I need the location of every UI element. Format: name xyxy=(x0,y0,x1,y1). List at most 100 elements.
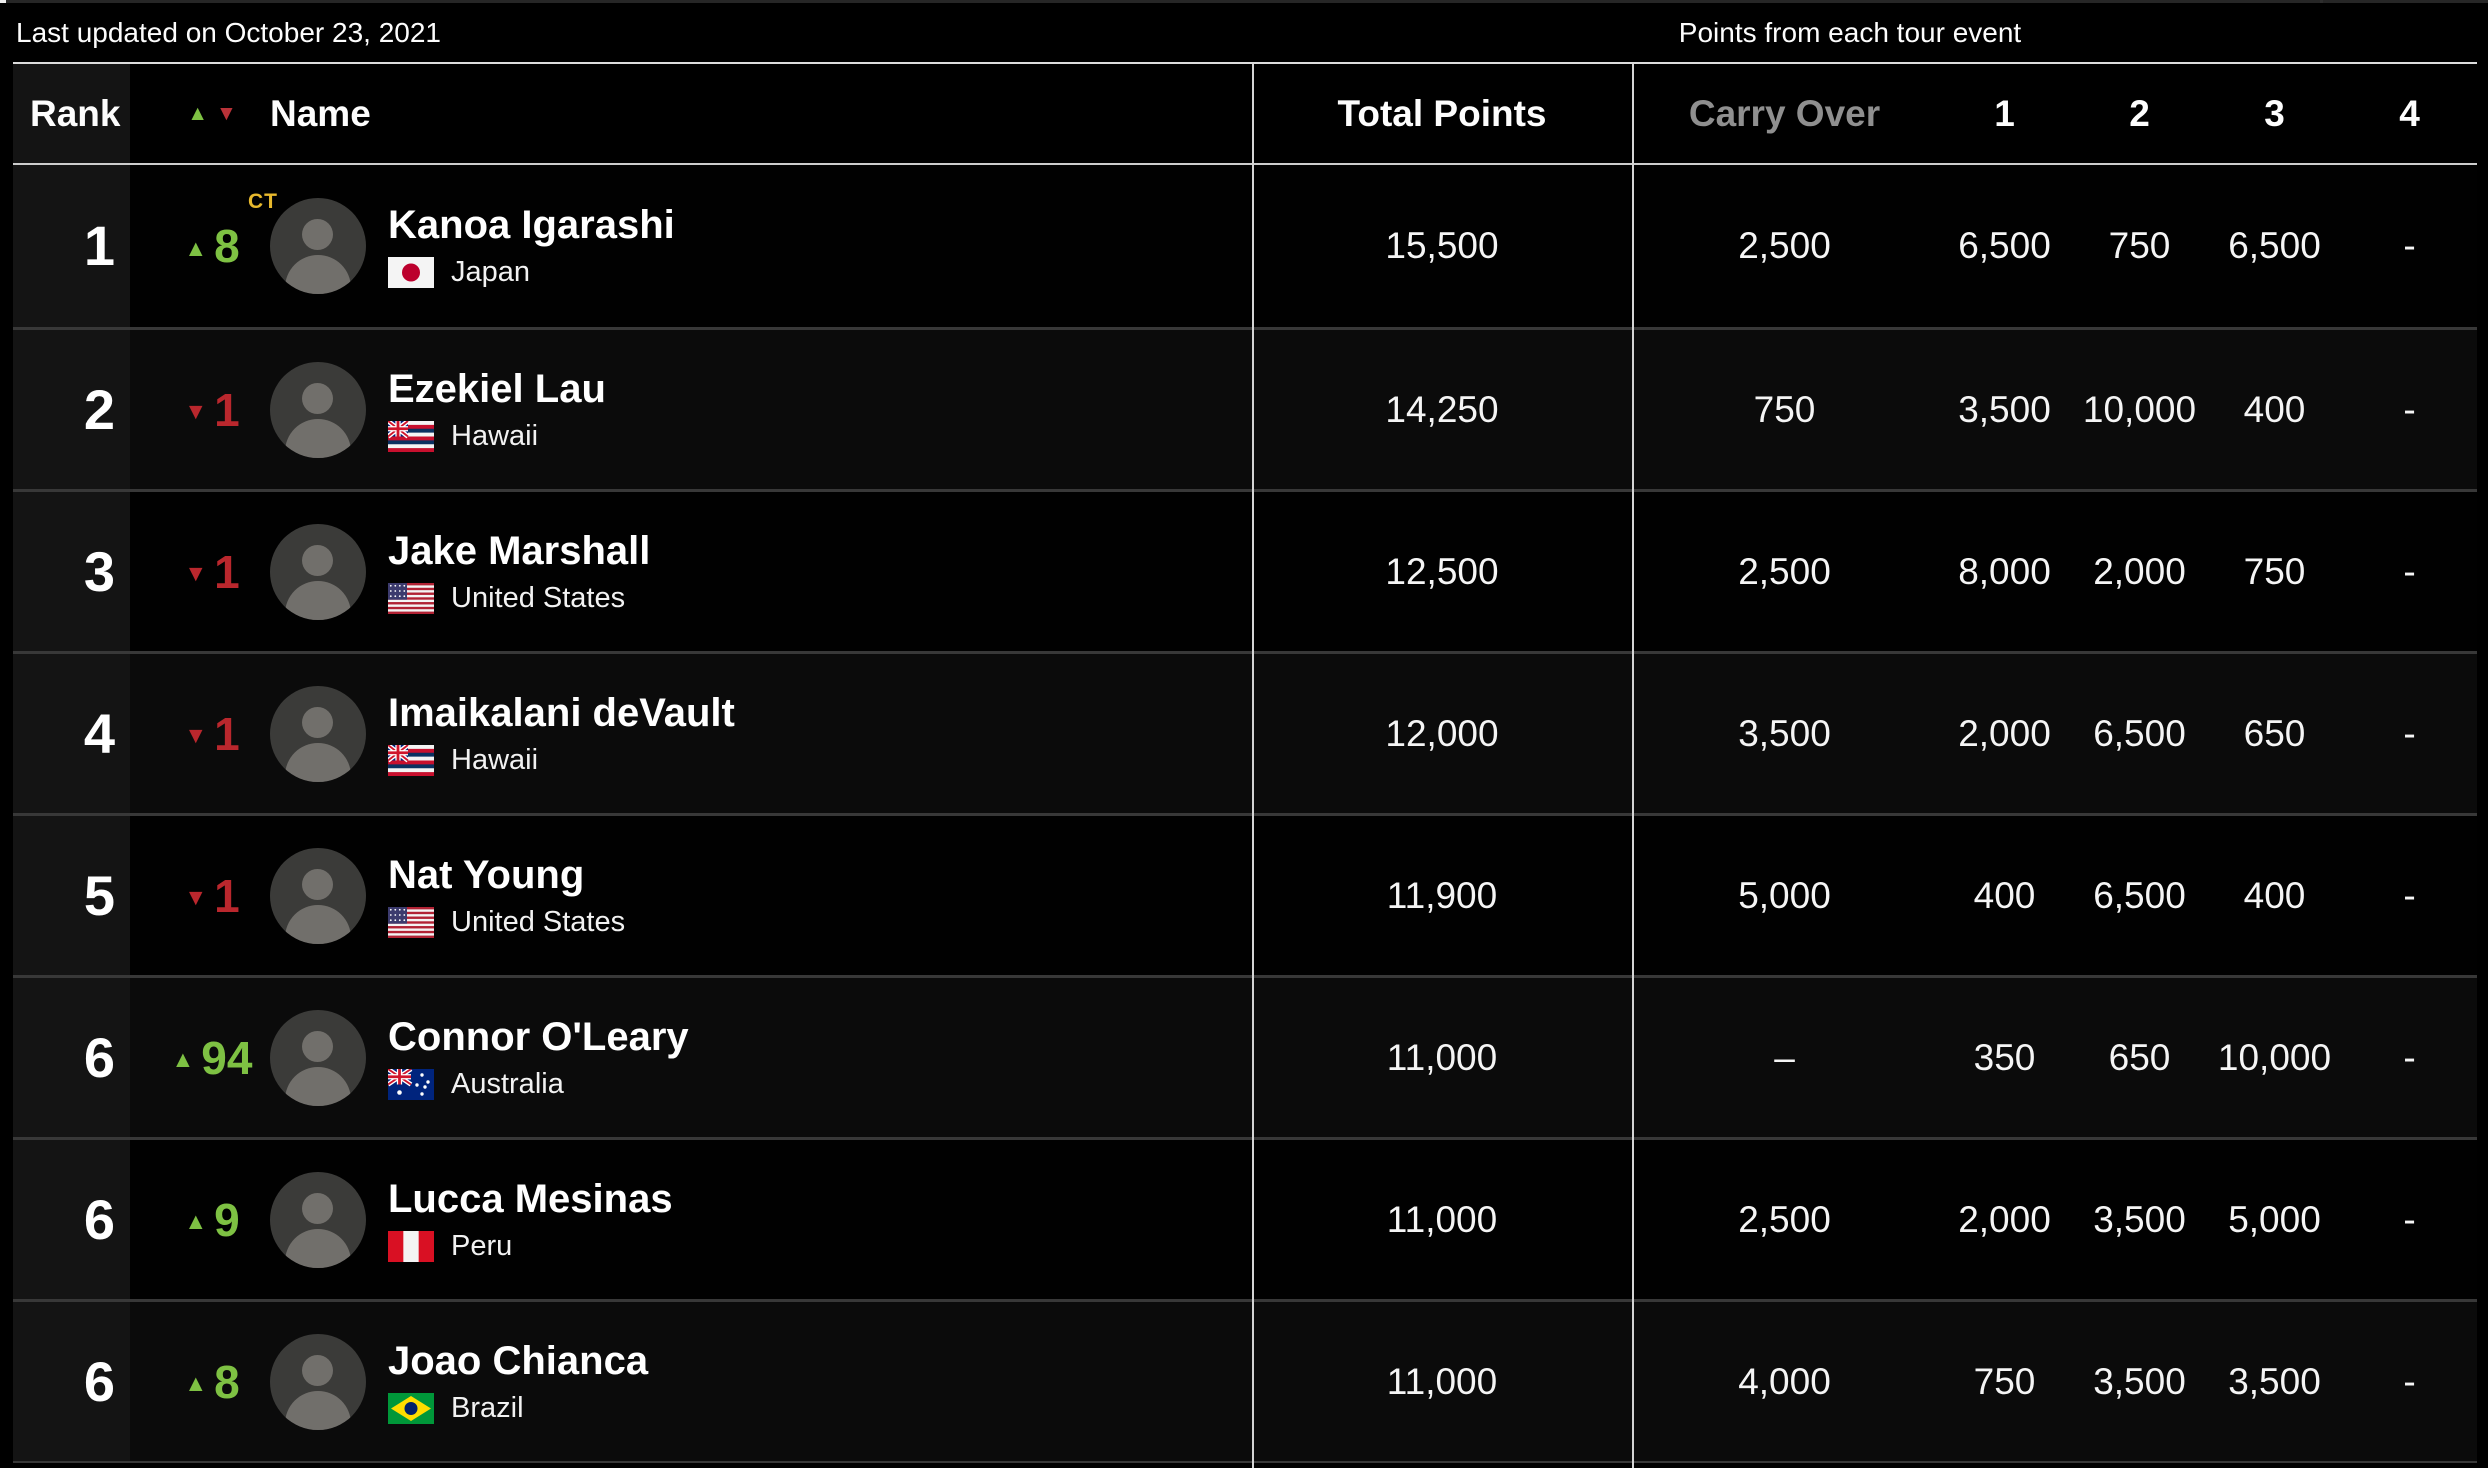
athlete-name: Imaikalani deVault xyxy=(388,690,735,735)
table-body: 1 ▲ 8 CT Kanoa Igarashi Japan 15,500 2,5… xyxy=(13,165,2477,1461)
athlete-name: Kanoa Igarashi xyxy=(388,203,675,247)
event-points-cell: 650 xyxy=(2243,712,2306,754)
sort-control[interactable]: ▲ ▼ xyxy=(130,64,270,163)
table-row[interactable]: 5 ▼ 1 Nat Young United States 11,900 5,0… xyxy=(13,813,2477,975)
event-points-cell: 6,500 xyxy=(2228,225,2321,266)
rank-cell: 3 xyxy=(13,492,130,651)
change-value: 1 xyxy=(214,545,240,598)
event-points-cell: 8,000 xyxy=(1958,550,2051,592)
change-value: 9 xyxy=(214,1193,240,1246)
table-row[interactable]: 2 ▼ 1 Ezekiel Lau Hawaii 14,250 750 3,50… xyxy=(13,327,2477,489)
table-row[interactable]: 6 ▲ 9 Lucca Mesinas Peru 11,000 2,500 2,… xyxy=(13,1137,2477,1299)
event-points-cell: 3,500 xyxy=(2093,1198,2186,1240)
athlete-name: Lucca Mesinas xyxy=(388,1176,673,1221)
column-header-rank: Rank xyxy=(13,64,130,163)
rank-cell: 5 xyxy=(13,816,130,975)
athlete-name: Nat Young xyxy=(388,852,585,897)
event-points-cell: 6,500 xyxy=(2093,712,2186,754)
event-points-cell: 6,500 xyxy=(2093,874,2186,916)
event-points-cell: 6,500 xyxy=(1958,225,2051,266)
rank-change-indicator: ▲ 9 xyxy=(130,1140,270,1299)
total-points-cell: 15,500 xyxy=(1385,225,1499,266)
country-name: United States xyxy=(451,905,626,938)
change-up-icon: ▲ xyxy=(184,234,208,261)
athlete-cell[interactable]: Connor O'Leary Australia xyxy=(270,978,1252,1137)
athlete-cell[interactable]: CT Kanoa Igarashi Japan xyxy=(248,165,1252,327)
country-flag-icon-brazil xyxy=(388,1392,434,1424)
column-header-event-1: 1 xyxy=(1994,92,2015,134)
rank-cell: 1 xyxy=(13,165,130,327)
event-points-cell: - xyxy=(2403,225,2416,266)
event-points-cell: 2,000 xyxy=(1958,712,2051,754)
rank-change-indicator: ▼ 1 xyxy=(130,654,270,813)
athlete-name: Ezekiel Lau xyxy=(388,366,606,411)
event-points-cell: 10,000 xyxy=(2082,388,2197,430)
rank-change-indicator: ▲ 94 xyxy=(130,978,270,1137)
table-row[interactable]: 1 ▲ 8 CT Kanoa Igarashi Japan 15,500 2,5… xyxy=(13,165,2477,327)
event-points-cell: - xyxy=(2403,1360,2416,1402)
event-points-cell: - xyxy=(2403,874,2416,916)
table-row[interactable]: 6 ▲ 94 Connor O'Leary Australia 11,000 –… xyxy=(13,975,2477,1137)
carry-over-cell: – xyxy=(1774,1036,1795,1078)
event-points-cell: 750 xyxy=(2108,225,2171,266)
table-row[interactable]: 4 ▼ 1 Imaikalani deVault Hawaii 12,000 3… xyxy=(13,651,2477,813)
country-flag-icon-japan xyxy=(388,257,434,288)
rank-number: 3 xyxy=(83,539,116,603)
athlete-cell[interactable]: Ezekiel Lau Hawaii xyxy=(270,330,1252,489)
event-points-cell: - xyxy=(2403,550,2416,592)
country-flag-icon-us xyxy=(388,582,434,614)
column-header-event-2: 2 xyxy=(2129,92,2150,134)
event-points-cell: 2,000 xyxy=(1958,1198,2051,1240)
athlete-cell[interactable]: Nat Young United States xyxy=(270,816,1252,975)
total-points-cell: 14,250 xyxy=(1385,388,1499,430)
table-row[interactable]: 3 ▼ 1 Jake Marshall United States 12,500… xyxy=(13,489,2477,651)
total-points-cell: 11,000 xyxy=(1386,1036,1498,1078)
event-points-cell: - xyxy=(2403,1198,2416,1240)
country-name: Brazil xyxy=(451,1391,524,1424)
carry-over-cell: 2,500 xyxy=(1738,225,1831,266)
table-row[interactable]: 6 ▲ 8 Joao Chianca Brazil 11,000 4,000 7… xyxy=(13,1299,2477,1461)
country-name: Hawaii xyxy=(451,419,539,452)
change-value: 1 xyxy=(214,869,240,922)
avatar xyxy=(270,1171,366,1268)
event-points-cell: 3,500 xyxy=(1958,388,2051,430)
event-points-cell: 750 xyxy=(1973,1360,2036,1402)
event-points-cell: 3,500 xyxy=(2228,1360,2321,1402)
total-points-cell: 11,900 xyxy=(1386,874,1498,916)
rank-number: 1 xyxy=(83,214,116,277)
country-name: Hawaii xyxy=(451,743,539,776)
rank-number: 4 xyxy=(83,701,116,765)
avatar xyxy=(270,847,366,944)
country-flag-icon-us xyxy=(388,906,434,938)
avatar xyxy=(270,685,366,782)
country-name: Peru xyxy=(451,1229,513,1262)
change-down-icon: ▼ xyxy=(184,722,208,748)
change-down-icon: ▼ xyxy=(184,560,208,586)
page-top-border xyxy=(0,0,2488,3)
rank-cell: 6 xyxy=(13,978,130,1137)
rank-number: 2 xyxy=(83,377,116,441)
athlete-name: Jake Marshall xyxy=(388,528,651,573)
athlete-cell[interactable]: Jake Marshall United States xyxy=(270,492,1252,651)
total-points-cell: 12,500 xyxy=(1385,550,1499,592)
rank-change-indicator: ▼ 1 xyxy=(130,330,270,489)
sort-down-icon[interactable]: ▼ xyxy=(216,101,237,125)
carry-over-cell: 4,000 xyxy=(1738,1360,1831,1402)
avatar xyxy=(270,1333,366,1430)
country-name: Australia xyxy=(451,1067,564,1100)
country-flag-icon-australia xyxy=(388,1068,434,1100)
rank-cell: 6 xyxy=(13,1302,130,1461)
athlete-name: Connor O'Leary xyxy=(388,1014,689,1059)
athlete-name: Joao Chianca xyxy=(388,1338,649,1383)
athlete-cell[interactable]: Lucca Mesinas Peru xyxy=(270,1140,1252,1299)
carry-over-cell: 5,000 xyxy=(1738,874,1831,916)
carry-over-cell: 750 xyxy=(1753,388,1816,430)
change-value: 1 xyxy=(214,383,240,436)
sort-up-icon[interactable]: ▲ xyxy=(187,101,208,125)
change-up-icon: ▲ xyxy=(171,1046,195,1072)
athlete-cell[interactable]: Joao Chianca Brazil xyxy=(270,1302,1252,1461)
athlete-cell[interactable]: Imaikalani deVault Hawaii xyxy=(270,654,1252,813)
rank-number: 5 xyxy=(83,863,116,927)
rankings-table: Rank ▲ ▼ Name Total Points Carry Over 1 … xyxy=(13,62,2477,1468)
event-points-cell: 2,000 xyxy=(2093,550,2186,592)
